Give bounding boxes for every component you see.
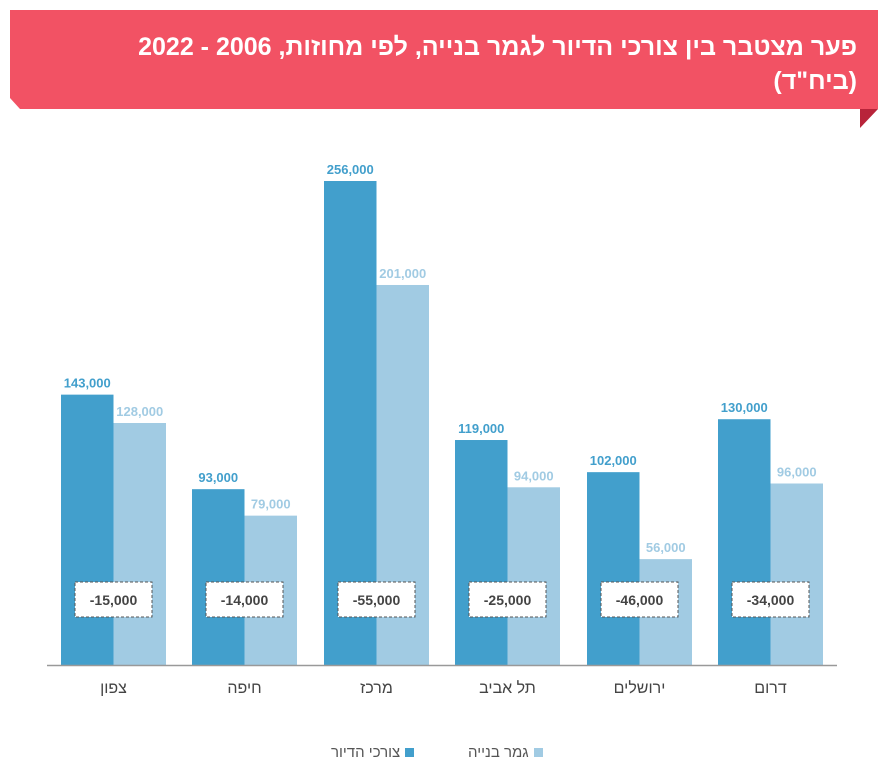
legend-swatch-need	[405, 748, 415, 757]
bar-need	[192, 489, 245, 665]
data-label-need: 102,000	[590, 453, 637, 468]
bar-completion	[113, 423, 166, 665]
gap-box	[731, 581, 810, 618]
data-label-completion: 128,000	[116, 404, 163, 419]
legend-item-completion: גמר בנייה	[468, 744, 543, 761]
gap-box	[337, 581, 416, 618]
gap-label: -25,000	[484, 592, 532, 608]
bar-completion	[507, 487, 560, 665]
gap-box	[205, 581, 284, 618]
bar-need	[587, 472, 640, 665]
x-tick-label: ירושלים	[614, 679, 666, 697]
x-tick-label: תל אביב	[479, 679, 536, 697]
data-label-completion: 201,000	[379, 266, 426, 281]
data-label-need: 119,000	[458, 421, 504, 436]
x-tick-label: מרכז	[360, 680, 393, 697]
data-label-completion: 79,000	[251, 497, 291, 512]
data-label-completion: 56,000	[646, 540, 686, 555]
data-label-completion: 96,000	[777, 465, 817, 480]
bar-completion	[770, 483, 823, 665]
title-banner	[10, 10, 878, 109]
x-tick-label: חיפה	[227, 680, 261, 697]
gap-label: -14,000	[221, 592, 269, 608]
gap-label: -55,000	[353, 592, 401, 608]
legend-item-need: צורכי הדיור	[331, 744, 415, 761]
data-label-need: 130,000	[721, 400, 768, 415]
bar-need	[61, 394, 114, 665]
data-label-need: 143,000	[64, 376, 111, 391]
gap-label: -15,000	[90, 592, 138, 608]
chart-title: פער מצטבר בין צורכי הדיור לגמר בנייה, לפ…	[138, 33, 857, 95]
gap-box	[74, 581, 153, 618]
legend-label-completion: גמר בנייה	[468, 744, 529, 761]
x-tick-label: צפון	[100, 680, 127, 697]
gap-box	[468, 581, 547, 618]
data-label-completion: 94,000	[514, 468, 554, 483]
data-label-need: 256,000	[327, 162, 374, 177]
x-tick-label: דרום	[754, 680, 787, 697]
gap-label: -46,000	[616, 592, 664, 608]
bar-need	[455, 440, 508, 665]
bar-need	[718, 419, 771, 665]
gap-box	[600, 581, 679, 618]
legend-label-need: צורכי הדיור	[331, 744, 401, 761]
gap-label: -34,000	[747, 592, 795, 608]
legend-swatch-completion	[533, 748, 543, 757]
data-label-need: 93,000	[198, 470, 238, 485]
